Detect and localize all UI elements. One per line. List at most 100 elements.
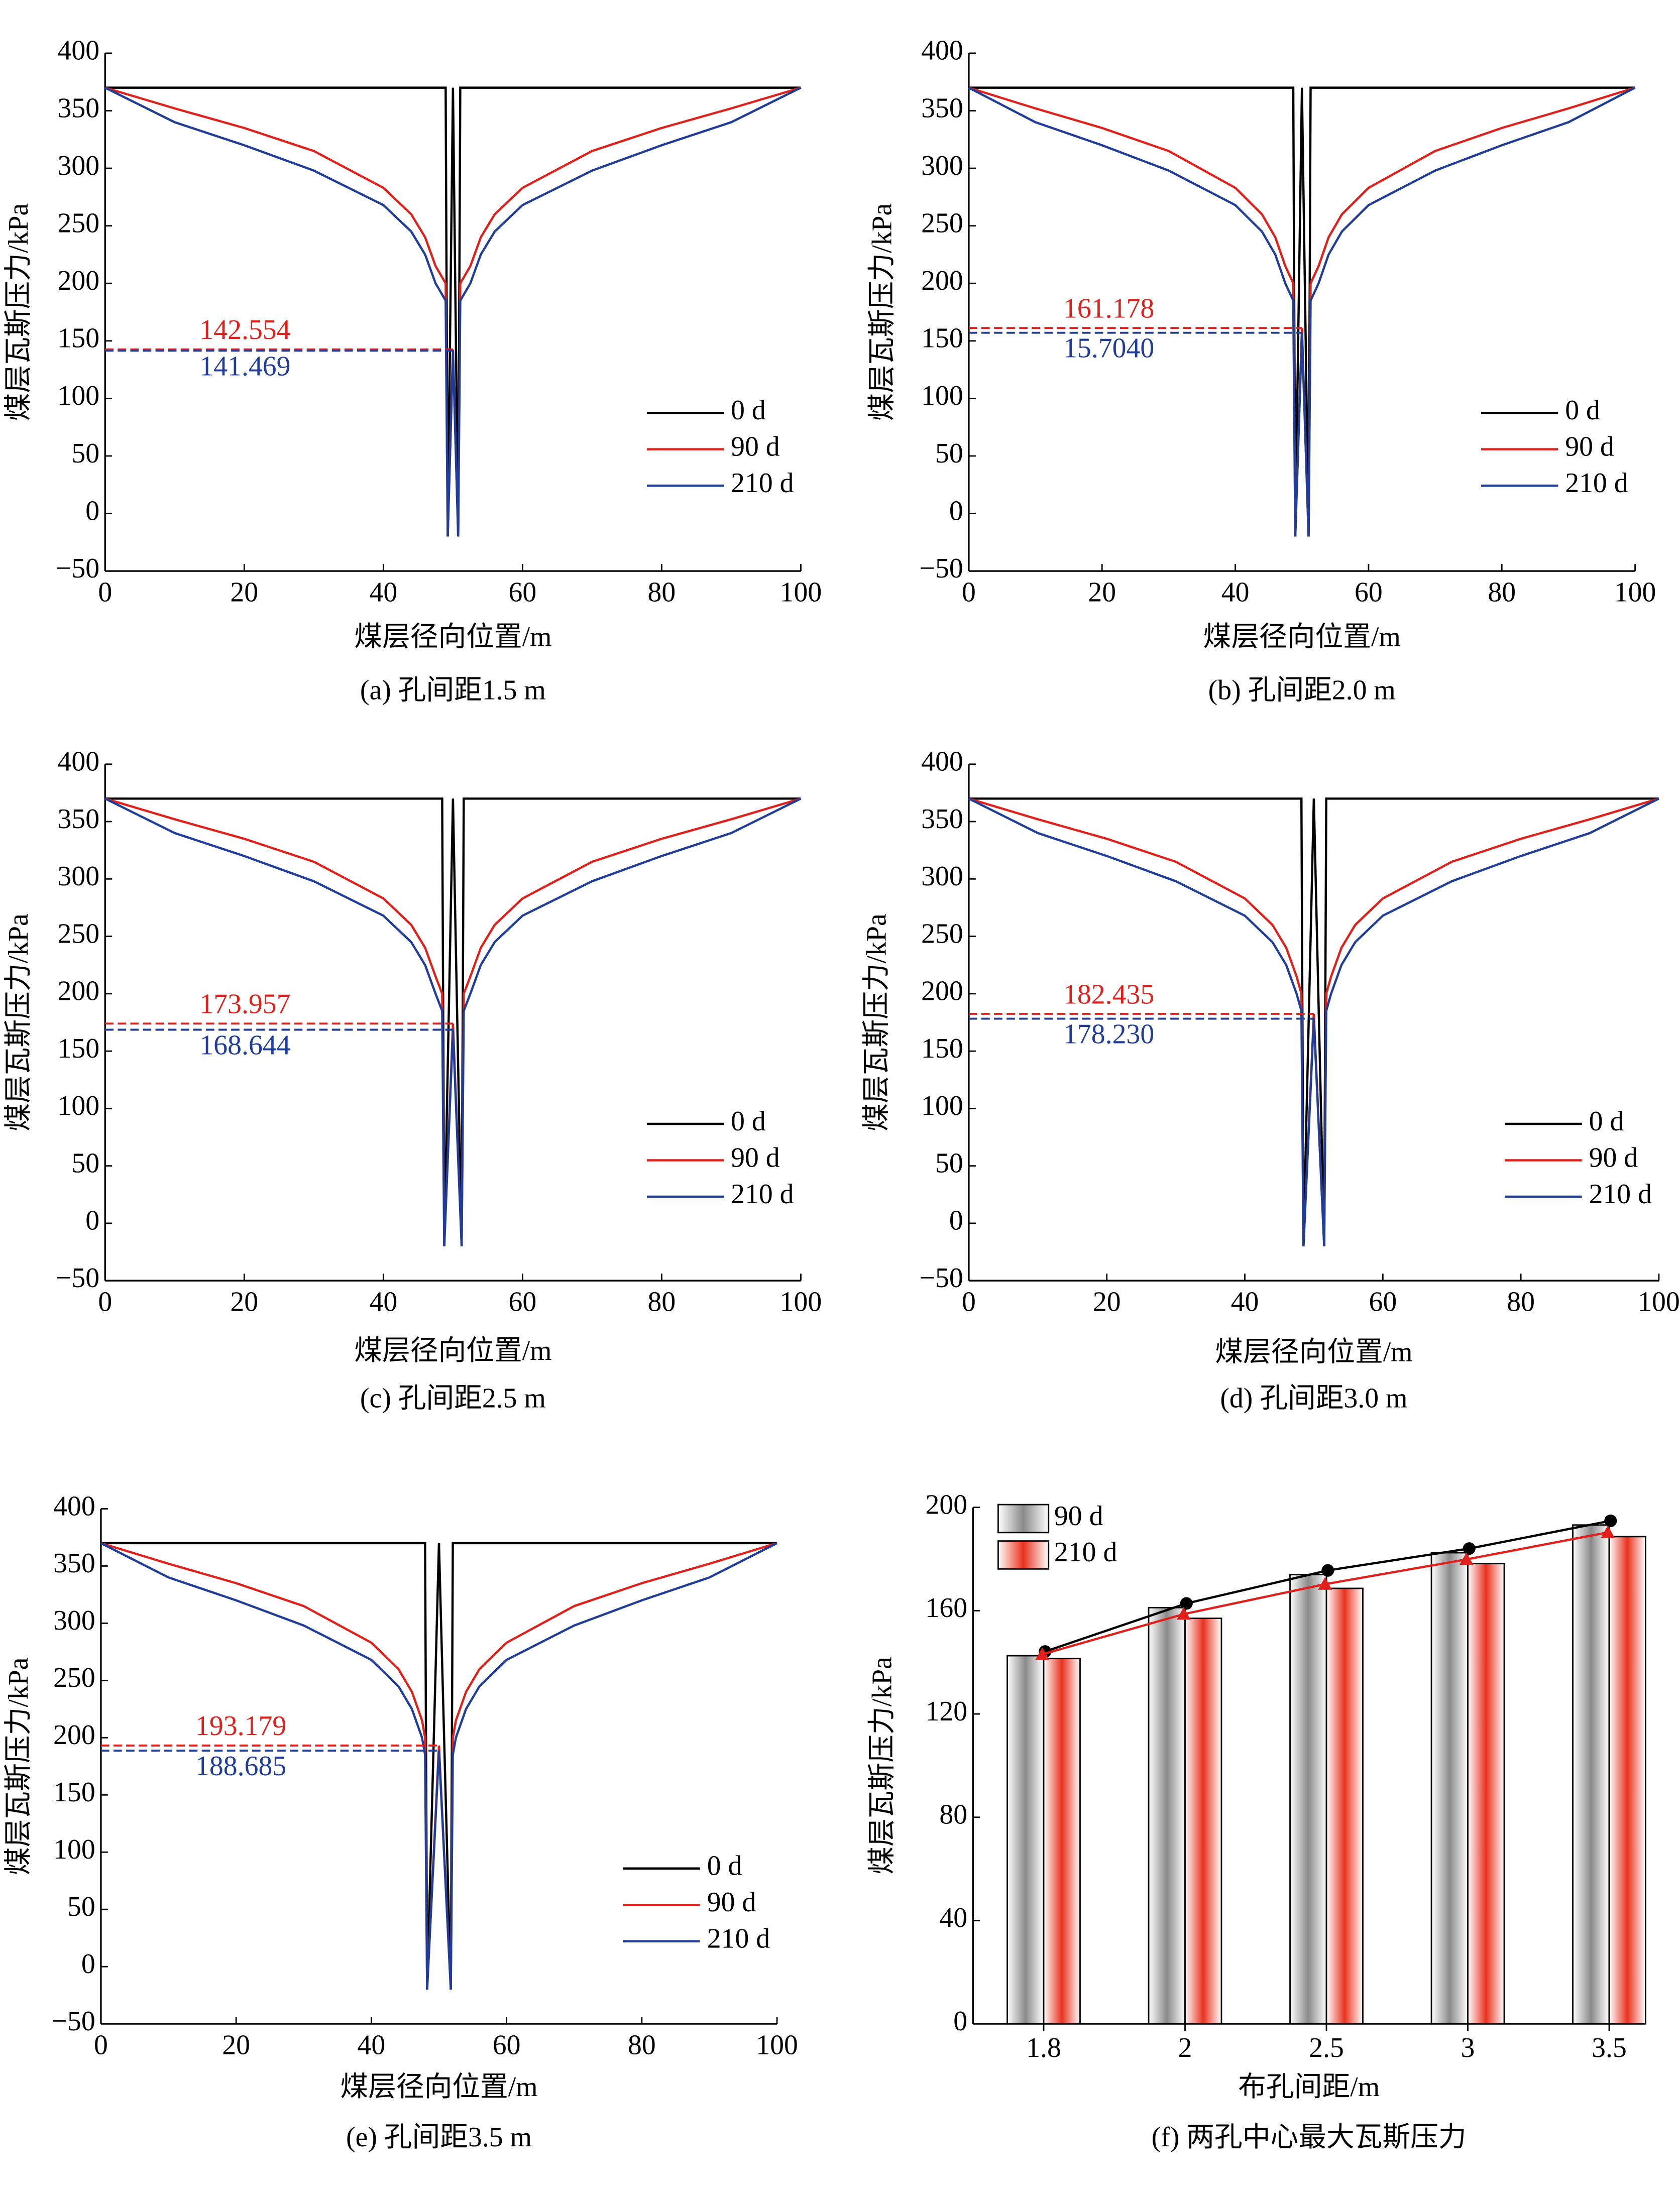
- x-tick-label: 60: [1369, 1286, 1397, 1317]
- x-tick-label: 40: [358, 2029, 386, 2060]
- y-tick-label: 400: [921, 35, 963, 66]
- y-tick-label: 0: [85, 495, 99, 526]
- y-axis-label: 煤层瓦斯压力/kPa: [866, 203, 898, 421]
- reference-label: 161.178: [1063, 293, 1154, 324]
- legend-label: 90 d: [1589, 1142, 1638, 1173]
- x-tick-label: 20: [1093, 1286, 1121, 1317]
- series-line: [105, 86, 801, 537]
- bar: [1006, 1655, 1045, 2025]
- reference-label: 182.435: [1063, 979, 1154, 1010]
- x-tick-label: 40: [1231, 1286, 1259, 1317]
- caption: (d) 孔间距3.0 m: [1220, 1383, 1407, 1414]
- caption: (f) 两孔中心最大瓦斯压力: [1152, 2122, 1467, 2153]
- legend-label: 210 d: [1054, 1537, 1117, 1568]
- caption: (e) 孔间距3.5 m: [346, 2122, 532, 2153]
- legend-label: 210 d: [731, 1179, 794, 1210]
- y-tick-label: 350: [53, 1548, 95, 1579]
- legend-label: 210 d: [1565, 468, 1628, 499]
- series-line: [104, 797, 802, 1246]
- x-tick-label: 100: [1614, 577, 1656, 608]
- caption: (b) 孔间距2.0 m: [1208, 674, 1396, 706]
- series-line: [105, 797, 801, 1246]
- point-marker: [1321, 1564, 1334, 1577]
- legend-swatch: [997, 1504, 1050, 1534]
- reference-label: 188.685: [195, 1751, 286, 1782]
- y-tick-label: 250: [58, 918, 100, 949]
- x-tick-label: 100: [780, 1286, 822, 1317]
- x-tick-label: 60: [1355, 577, 1383, 608]
- point-marker: [1318, 1577, 1332, 1590]
- point-marker: [1463, 1542, 1476, 1555]
- y-tick-label: 100: [921, 380, 963, 411]
- legend-label: 0 d: [1565, 395, 1600, 426]
- x-tick-label: 80: [628, 2029, 656, 2060]
- x-tick-label: 20: [1088, 577, 1116, 608]
- series-line: [968, 86, 1635, 537]
- y-tick-label: −50: [920, 553, 963, 584]
- point-marker: [1601, 1525, 1615, 1538]
- x-axis-label: 煤层径向位置/m: [1203, 621, 1401, 652]
- series-line: [100, 1542, 777, 1990]
- bar: [1184, 1618, 1222, 2025]
- y-axis-label: 煤层瓦斯压力/kPa: [3, 203, 34, 421]
- y-tick-label: 250: [53, 1662, 95, 1693]
- x-tick-label: 0: [962, 1286, 976, 1317]
- y-tick-label: −50: [52, 2006, 95, 2037]
- y-tick-label: 300: [53, 1605, 95, 1636]
- x-tick-label: 3.5: [1592, 2032, 1627, 2063]
- caption: (c) 孔间距2.5 m: [360, 1383, 546, 1414]
- bar: [1430, 1552, 1469, 2025]
- legend-label: 0 d: [707, 1851, 742, 1882]
- x-tick-label: 80: [1488, 577, 1516, 608]
- point-marker: [1604, 1514, 1617, 1527]
- reference-label: 168.644: [199, 1030, 290, 1061]
- y-axis-label: 煤层瓦斯压力/kPa: [3, 913, 34, 1131]
- y-tick-label: 40: [939, 1902, 967, 1933]
- legend-label: 0 d: [731, 1106, 766, 1137]
- x-tick-label: 40: [369, 1286, 397, 1317]
- y-tick-label: 400: [53, 1490, 95, 1522]
- y-tick-label: 0: [949, 1205, 963, 1236]
- y-tick-label: 250: [58, 207, 100, 239]
- point-marker: [1180, 1597, 1193, 1610]
- reference-label: 193.179: [195, 1710, 286, 1742]
- series-line: [968, 797, 1659, 1246]
- y-tick-label: 200: [926, 1489, 968, 1520]
- x-tick-label: 100: [756, 2029, 798, 2060]
- y-tick-label: 400: [921, 746, 963, 777]
- y-tick-label: 150: [58, 323, 100, 354]
- x-axis-label: 煤层径向位置/m: [354, 621, 551, 652]
- legend-label: 0 d: [1589, 1106, 1624, 1137]
- x-tick-label: 60: [509, 577, 537, 608]
- x-tick-label: 60: [493, 2029, 521, 2060]
- y-tick-label: 0: [81, 1948, 95, 1980]
- y-tick-label: 200: [921, 976, 963, 1007]
- x-tick-label: 20: [222, 2029, 250, 2060]
- y-tick-label: 150: [921, 323, 963, 354]
- legend-label: 210 d: [1589, 1179, 1652, 1210]
- series-line: [100, 1542, 778, 1990]
- y-tick-label: 200: [58, 265, 100, 296]
- x-tick-label: 0: [98, 1286, 112, 1317]
- x-tick-label: 100: [780, 577, 822, 608]
- y-tick-label: 200: [58, 976, 100, 1007]
- y-tick-label: 250: [921, 207, 963, 239]
- x-axis-label: 煤层径向位置/m: [1215, 1337, 1412, 1368]
- x-tick-label: 20: [230, 1286, 258, 1317]
- x-tick-label: 2.5: [1309, 2032, 1344, 2063]
- x-tick-label: 80: [1507, 1286, 1535, 1317]
- reference-label: 141.469: [199, 351, 290, 382]
- y-tick-label: 160: [926, 1592, 968, 1624]
- y-tick-label: 50: [935, 1147, 963, 1179]
- x-tick-label: 40: [1221, 577, 1250, 608]
- x-tick-label: 40: [369, 577, 397, 608]
- reference-label: 142.554: [199, 314, 290, 345]
- y-tick-label: −50: [920, 1262, 963, 1294]
- y-tick-label: −50: [56, 553, 99, 584]
- x-axis-label: 煤层径向位置/m: [354, 1335, 551, 1366]
- x-tick-label: 1.8: [1026, 2032, 1061, 2063]
- point-marker: [1176, 1607, 1191, 1620]
- bar: [1325, 1587, 1364, 2025]
- legend-label: 0 d: [731, 395, 766, 426]
